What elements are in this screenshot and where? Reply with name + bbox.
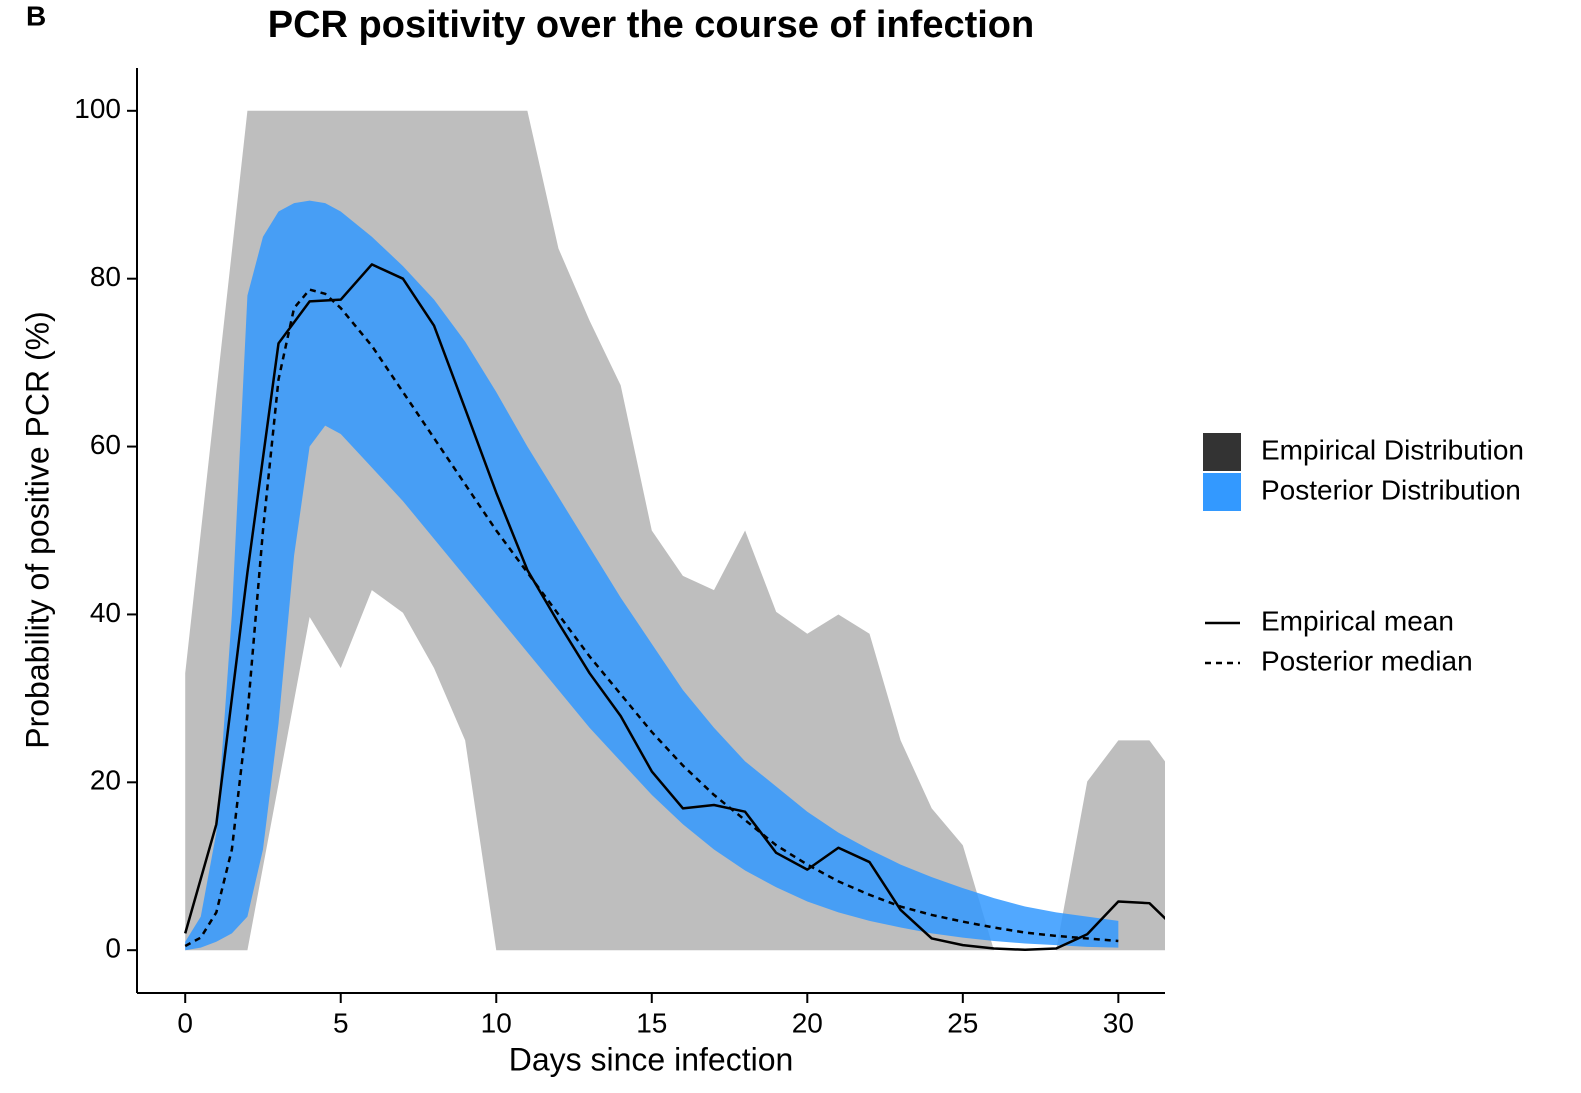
plot-area (184, 110, 1165, 952)
x-axis-label: Days since infection (509, 1041, 794, 1077)
legend-label: Posterior Distribution (1261, 474, 1521, 505)
y-axis-label: Probability of positive PCR (%) (19, 311, 55, 748)
x-tick-label: 5 (333, 1007, 349, 1038)
chart-title: PCR positivity over the course of infect… (268, 4, 1034, 46)
x-tick-label: 25 (947, 1007, 978, 1038)
x-tick-label: 10 (481, 1007, 512, 1038)
y-tick-label: 20 (90, 765, 121, 796)
x-tick-label: 20 (792, 1007, 823, 1038)
x-tick-label: 0 (177, 1007, 193, 1038)
band (185, 200, 1119, 951)
y-tick-label: 60 (90, 429, 121, 460)
panel-label: B (26, 0, 46, 31)
legend-label: Empirical Distribution (1261, 434, 1524, 465)
y-tick-label: 40 (90, 597, 121, 628)
y-tick-label: 80 (90, 261, 121, 292)
x-tick-label: 30 (1103, 1007, 1134, 1038)
line (184, 263, 1165, 952)
legend-label: Empirical mean (1261, 605, 1454, 636)
legend-label: Posterior median (1261, 645, 1473, 676)
y-tick-label: 100 (74, 93, 121, 124)
y-tick-label: 0 (105, 933, 121, 964)
legend-swatch (1203, 433, 1241, 471)
legend-swatch (1203, 473, 1241, 511)
x-tick-label: 15 (636, 1007, 667, 1038)
